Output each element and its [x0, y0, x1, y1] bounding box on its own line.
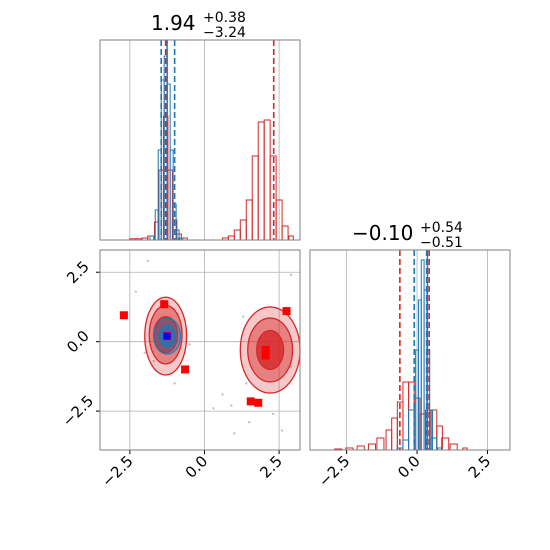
red-histogram-bin	[430, 409, 438, 451]
sample-point	[280, 429, 284, 432]
red-histogram-bin	[356, 445, 365, 451]
red-histogram-bin	[385, 429, 393, 451]
blue-histogram-bin	[430, 437, 438, 451]
red-square-marker	[181, 365, 190, 374]
sample-point	[248, 421, 251, 424]
red-square-marker	[246, 397, 255, 406]
red-histogram-bin	[408, 381, 415, 451]
sample-point	[146, 259, 149, 263]
histogram-x-frame	[99, 39, 301, 241]
blue-histogram-bin	[408, 409, 415, 451]
red-histogram-bin	[257, 121, 265, 241]
red-density-contour	[256, 329, 285, 371]
red-histogram-bin	[367, 443, 376, 451]
histogram-y-title-minus: −0.51	[420, 235, 463, 251]
red-histogram-bin	[233, 229, 241, 241]
x-tick-label: 0.0	[394, 452, 424, 482]
red-histogram-bin	[281, 225, 289, 241]
red-histogram-bin	[251, 155, 259, 241]
red-square-marker	[282, 307, 291, 316]
red-square-marker	[254, 398, 263, 407]
sample-point	[188, 343, 191, 346]
histogram-x-panel: 1.94 +0.38 −3.24	[99, 10, 301, 241]
red-histogram-bin	[263, 119, 271, 241]
joint-scatter-panel: −2.5 0.0 2.5 −2.5 0.0 2.5	[59, 249, 301, 491]
x-tick-label: 0.0	[182, 452, 212, 482]
red-square-marker	[261, 351, 270, 360]
histogram-y-title-value: −0.10	[352, 221, 413, 245]
sample-point	[289, 365, 293, 368]
red-histogram-bin	[288, 235, 294, 241]
x-tick-label: 2.5	[465, 452, 495, 482]
sample-point	[143, 351, 146, 354]
red-histogram-bin	[376, 437, 385, 451]
red-histogram-bin	[245, 199, 253, 241]
sample-point	[242, 315, 245, 318]
sample-point	[221, 393, 224, 396]
sample-point	[289, 273, 293, 277]
blue-truth-marker	[163, 332, 171, 340]
red-square-marker	[160, 300, 169, 309]
red-histogram-bin	[419, 413, 426, 451]
sample-point	[233, 432, 236, 435]
sample-point	[245, 382, 248, 385]
sample-point	[152, 359, 155, 363]
blue-histogram-bin	[402, 439, 410, 451]
red-histogram-bin	[227, 235, 235, 241]
y-tick-label: 2.5	[63, 257, 93, 287]
red-square-marker	[119, 311, 128, 320]
red-histogram-bin	[239, 219, 247, 241]
red-histogram-bin	[449, 443, 458, 451]
histogram-x-title-value: 1.94	[151, 11, 196, 35]
sample-point	[134, 290, 138, 293]
histogram-x-title-minus: −3.24	[203, 25, 246, 41]
sample-point	[212, 407, 215, 410]
y-tick-label: 0.0	[63, 327, 93, 357]
sample-point	[173, 382, 176, 385]
histogram-y-title-plus: +0.54	[420, 220, 463, 236]
histogram-y-panel: −0.10 +0.54 −0.51 −2.5 0.0 2.5	[309, 220, 511, 491]
histogram-y-frame	[309, 249, 511, 451]
x-tick-label: −2.5	[315, 452, 353, 490]
x-tick-label: −2.5	[98, 452, 136, 490]
y-tick-label: −2.5	[59, 392, 97, 430]
red-square-marker	[261, 346, 270, 354]
sample-point	[271, 412, 275, 416]
red-histogram-bin	[147, 235, 155, 241]
sample-point	[230, 404, 233, 407]
red-histogram-bin	[391, 417, 398, 451]
histogram-x-title-plus: +0.38	[203, 10, 246, 26]
joint-frame	[99, 249, 301, 451]
x-tick-label: 2.5	[256, 452, 286, 482]
